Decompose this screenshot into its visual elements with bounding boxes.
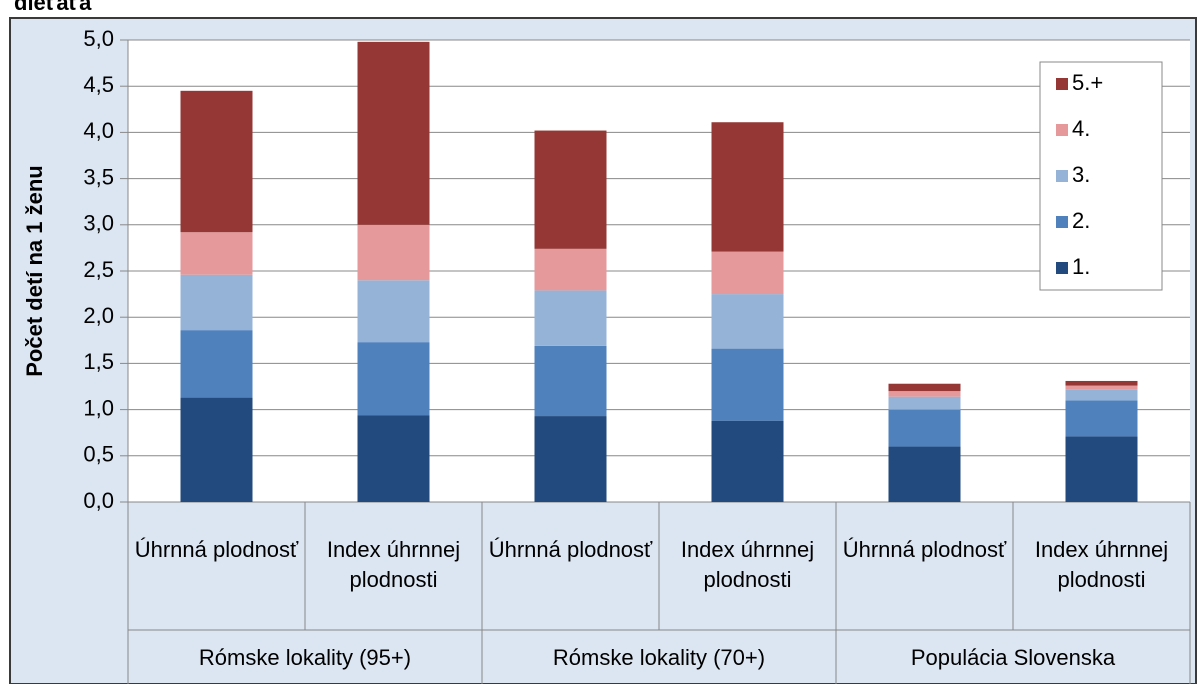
bar-segment: [888, 446, 961, 502]
bar-segment: [534, 248, 607, 291]
bar-segment: [534, 345, 607, 417]
y-tick-label: 4,0: [83, 118, 114, 143]
bar-segment: [357, 41, 430, 225]
x-tick-label: Úhrnná plodnosť: [842, 537, 1007, 562]
bar-segment: [1065, 436, 1138, 502]
y-tick-label: 0,5: [83, 442, 114, 467]
y-tick-label: 1,5: [83, 349, 114, 374]
x-tick-label: Úhrnná plodnosť: [488, 537, 653, 562]
x-tick-label: Index úhrnnej plodnosti: [326, 537, 461, 592]
y-tick-label: 3,0: [83, 211, 114, 236]
bar-segment: [180, 90, 253, 233]
y-tick-label: 5,0: [83, 26, 114, 51]
y-tick-label: 2,0: [83, 303, 114, 328]
legend-swatch: [1056, 216, 1068, 228]
bar-segment: [357, 415, 430, 502]
legend-swatch: [1056, 170, 1068, 182]
y-tick-label: 4,5: [83, 72, 114, 97]
legend-label: 2.: [1072, 208, 1090, 233]
bar-segment: [534, 130, 607, 249]
bar-segment: [711, 122, 784, 252]
y-tick-label: 3,5: [83, 164, 114, 189]
legend-swatch: [1056, 262, 1068, 274]
bar-segment: [1065, 385, 1138, 390]
bar-segment: [888, 396, 961, 410]
y-tick-label: 1,0: [83, 395, 114, 420]
bar-segment: [1065, 389, 1138, 401]
bar-segment: [888, 391, 961, 397]
bar-segment: [1065, 380, 1138, 386]
bar-segment: [357, 280, 430, 343]
bar-segment: [711, 420, 784, 502]
legend-label: 1.: [1072, 254, 1090, 279]
bar-segment: [1065, 400, 1138, 437]
legend-label: 5.+: [1072, 70, 1103, 95]
y-tick-label: 0,0: [83, 488, 114, 513]
group-label: Rómske lokality (95+): [198, 645, 412, 670]
bar-segment: [534, 416, 607, 502]
bar-segment: [357, 224, 430, 281]
bar-segment: [357, 342, 430, 416]
legend-swatch: [1056, 124, 1068, 136]
legend-swatch: [1056, 78, 1068, 90]
legend-label: 3.: [1072, 162, 1090, 187]
legend-label: 4.: [1072, 116, 1090, 141]
bar-segment: [711, 251, 784, 295]
bar-segment: [888, 383, 961, 392]
group-label: Populácia Slovenska: [910, 645, 1116, 670]
bar-segment: [711, 294, 784, 349]
bar-segment: [180, 330, 253, 398]
bar-segment: [180, 397, 253, 502]
y-tick-label: 2,5: [83, 257, 114, 282]
y-axis-label: Počet detí na 1 ženu: [22, 165, 47, 377]
bar-segment: [888, 409, 961, 447]
bar-segment: [180, 232, 253, 275]
bar-segment: [180, 274, 253, 331]
chart-title: dieťaťa: [14, 0, 92, 15]
x-tick-label: Index úhrnnej plodnosti: [1034, 537, 1169, 592]
group-label: Rómske lokality (70+): [552, 645, 766, 670]
x-tick-label: Úhrnná plodnosť: [134, 537, 299, 562]
bar-segment: [534, 290, 607, 346]
x-tick-label: Index úhrnnej plodnosti: [680, 537, 815, 592]
bar-segment: [711, 348, 784, 421]
